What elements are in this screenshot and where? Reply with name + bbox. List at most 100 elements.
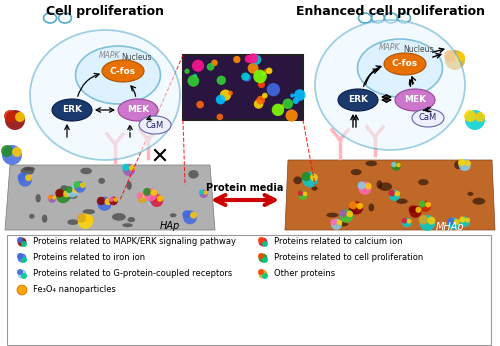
Ellipse shape (122, 223, 133, 227)
Circle shape (74, 181, 86, 193)
Circle shape (454, 219, 460, 225)
Circle shape (258, 253, 264, 259)
Circle shape (445, 50, 465, 70)
Circle shape (244, 55, 253, 63)
Circle shape (192, 60, 204, 72)
Text: Enhanced cell proliferation: Enhanced cell proliferation (296, 5, 484, 18)
Circle shape (302, 172, 311, 181)
Circle shape (98, 197, 112, 211)
Circle shape (402, 218, 407, 224)
Circle shape (244, 74, 251, 82)
Circle shape (150, 194, 164, 207)
Text: Proteins related to G-protein-coupled receptors: Proteins related to G-protein-coupled re… (33, 270, 232, 279)
Circle shape (78, 213, 93, 229)
Text: Nucleus: Nucleus (403, 46, 433, 55)
Circle shape (193, 74, 197, 78)
Circle shape (21, 273, 27, 279)
Circle shape (251, 55, 262, 65)
Circle shape (464, 160, 471, 166)
Ellipse shape (412, 109, 444, 127)
Circle shape (392, 162, 396, 167)
Circle shape (254, 70, 267, 83)
Circle shape (2, 145, 22, 165)
Ellipse shape (408, 208, 422, 212)
Ellipse shape (350, 169, 362, 175)
Ellipse shape (348, 208, 353, 214)
Circle shape (18, 173, 26, 181)
Ellipse shape (76, 46, 160, 104)
Circle shape (129, 165, 135, 171)
Circle shape (4, 110, 16, 122)
Text: C-fos: C-fos (392, 60, 418, 69)
Ellipse shape (312, 186, 318, 191)
Circle shape (216, 95, 226, 104)
Circle shape (184, 69, 190, 74)
Circle shape (339, 209, 347, 217)
Circle shape (12, 147, 22, 157)
Circle shape (144, 188, 157, 201)
Text: MAPK: MAPK (380, 44, 401, 53)
Circle shape (206, 63, 214, 71)
Circle shape (460, 217, 470, 227)
Circle shape (17, 269, 23, 275)
Text: Proteins related to cell proliferation: Proteins related to cell proliferation (274, 254, 423, 263)
Circle shape (419, 201, 426, 208)
Circle shape (464, 110, 476, 122)
Text: MEK: MEK (404, 95, 426, 104)
Circle shape (136, 192, 143, 199)
Circle shape (350, 201, 363, 215)
Circle shape (241, 72, 250, 81)
Circle shape (418, 215, 428, 225)
Circle shape (298, 191, 308, 200)
Circle shape (150, 189, 157, 196)
Ellipse shape (126, 181, 132, 190)
Text: Fe₃O₄ nanoparticles: Fe₃O₄ nanoparticles (33, 285, 116, 294)
Circle shape (349, 201, 357, 209)
Ellipse shape (294, 176, 302, 184)
Circle shape (410, 206, 422, 218)
Circle shape (48, 195, 52, 200)
Circle shape (17, 237, 23, 243)
Circle shape (336, 220, 342, 225)
Ellipse shape (118, 99, 158, 121)
Circle shape (248, 63, 258, 74)
Circle shape (17, 253, 23, 259)
Circle shape (330, 219, 337, 225)
Circle shape (55, 189, 64, 198)
Ellipse shape (396, 199, 407, 204)
Ellipse shape (418, 206, 424, 211)
Circle shape (447, 218, 454, 225)
Text: Protein media: Protein media (206, 183, 284, 193)
Ellipse shape (376, 180, 382, 189)
Circle shape (475, 112, 485, 122)
Ellipse shape (112, 213, 126, 221)
Ellipse shape (366, 161, 377, 166)
Circle shape (408, 206, 416, 213)
Ellipse shape (20, 167, 34, 175)
Ellipse shape (29, 214, 34, 219)
Circle shape (260, 72, 266, 76)
Circle shape (18, 270, 26, 279)
Circle shape (460, 217, 466, 223)
Ellipse shape (188, 170, 198, 179)
Circle shape (248, 53, 258, 63)
Circle shape (262, 273, 268, 279)
Circle shape (358, 181, 372, 195)
Circle shape (147, 196, 153, 202)
Circle shape (211, 60, 218, 66)
Circle shape (104, 198, 112, 205)
Circle shape (294, 89, 306, 101)
Ellipse shape (68, 194, 77, 199)
Circle shape (465, 218, 470, 223)
Ellipse shape (472, 198, 485, 205)
Circle shape (262, 241, 268, 247)
Ellipse shape (128, 217, 135, 222)
Circle shape (21, 257, 27, 263)
Circle shape (258, 237, 264, 243)
Ellipse shape (315, 20, 465, 150)
Circle shape (310, 173, 318, 181)
Circle shape (302, 172, 318, 188)
Circle shape (365, 183, 372, 189)
Circle shape (142, 193, 148, 199)
Circle shape (258, 81, 265, 88)
